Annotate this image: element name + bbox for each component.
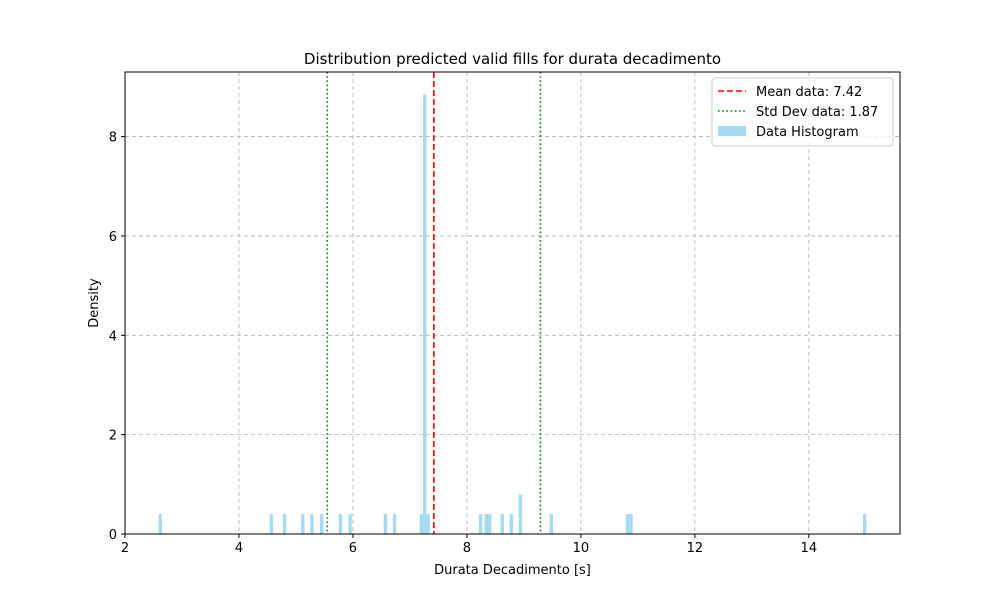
y-tick-label: 0 xyxy=(109,528,117,543)
x-tick-label: 8 xyxy=(463,541,471,556)
histogram-bar xyxy=(549,514,553,534)
y-tick-label: 6 xyxy=(109,230,117,245)
histogram-bar xyxy=(158,514,163,534)
y-tick-label: 2 xyxy=(109,429,117,444)
histogram-bar xyxy=(426,514,430,534)
x-tick-label: 14 xyxy=(801,541,818,556)
legend-mean-label: Mean data: 7.42 xyxy=(756,85,862,100)
y-tick-label: 8 xyxy=(109,131,117,146)
x-tick-label: 6 xyxy=(349,541,357,556)
x-tick-label: 4 xyxy=(235,541,243,556)
x-axis-label: Durata Decadimento [s] xyxy=(434,563,591,578)
histogram-bar xyxy=(629,514,633,534)
y-axis-label: Density xyxy=(87,278,102,328)
histogram-bar xyxy=(487,514,492,534)
chart-title: Distribution predicted valid fills for d… xyxy=(304,50,721,68)
plot-area-frame xyxy=(124,71,901,535)
histogram-bar xyxy=(392,514,397,534)
reference-lines xyxy=(326,72,542,534)
histogram-bar xyxy=(625,514,630,534)
x-tick-label: 10 xyxy=(573,541,590,556)
histogram-bar xyxy=(484,514,488,534)
histogram-bar xyxy=(419,514,424,534)
histogram-bar xyxy=(338,514,343,534)
histogram-bar xyxy=(269,514,274,534)
histogram-bar xyxy=(310,514,314,534)
legend-histogram-label: Data Histogram xyxy=(756,125,859,140)
histogram-bar xyxy=(423,94,427,535)
histogram-bar xyxy=(862,514,867,534)
histogram-bar xyxy=(518,494,523,534)
histogram-bars xyxy=(158,94,867,535)
histogram-bar xyxy=(282,514,287,534)
y-tick-label: 4 xyxy=(109,329,117,344)
histogram-bar xyxy=(509,514,514,534)
x-tick-label: 12 xyxy=(687,541,704,556)
legend-histogram-swatch xyxy=(718,126,746,136)
x-tick-label: 2 xyxy=(121,541,129,556)
histogram-bar xyxy=(500,514,504,534)
legend: Mean data: 7.42 Std Dev data: 1.87 Data … xyxy=(711,77,894,147)
histogram-bar xyxy=(301,514,305,534)
histogram-bar xyxy=(319,514,324,534)
legend-frame xyxy=(711,77,894,147)
legend-std-label: Std Dev data: 1.87 xyxy=(756,105,878,120)
histogram-bar xyxy=(478,514,483,534)
histogram-bar xyxy=(348,514,352,534)
histogram-bar xyxy=(383,514,388,534)
